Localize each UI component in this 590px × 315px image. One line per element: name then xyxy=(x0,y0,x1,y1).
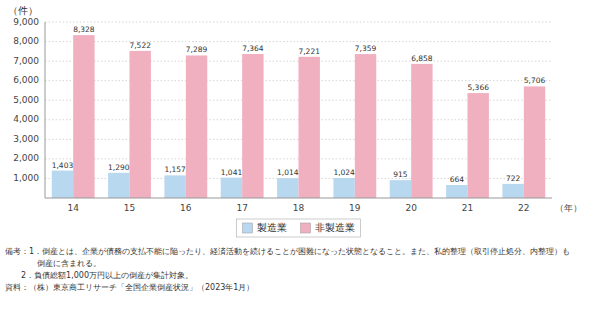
bar xyxy=(299,57,320,198)
y-tick-label: 2,000 xyxy=(13,153,39,163)
bar xyxy=(524,86,545,198)
bar xyxy=(186,55,207,198)
bar xyxy=(411,64,432,198)
y-tick-label: 6,000 xyxy=(13,75,39,85)
x-tick-label: 18 xyxy=(293,203,305,213)
bar xyxy=(130,51,151,198)
bar xyxy=(164,175,185,198)
x-tick-label: 16 xyxy=(180,203,192,213)
bar xyxy=(446,185,467,198)
y-tick-label: 3,000 xyxy=(13,134,39,144)
grid-line xyxy=(45,22,552,23)
bar xyxy=(468,93,489,198)
bar xyxy=(277,178,298,198)
y-tick-label: 1,000 xyxy=(13,173,39,183)
bar xyxy=(52,171,73,198)
bar xyxy=(73,35,94,198)
legend-frame xyxy=(237,219,361,237)
x-axis-line xyxy=(45,198,552,199)
data-labels: 1,403 1,290 1,157 1,041 1,014 1,024 915 664 722 8… xyxy=(52,25,546,184)
bar xyxy=(355,54,376,198)
data-label: 7,221 xyxy=(298,47,320,56)
legend: 製造業 非製造業 xyxy=(237,219,361,237)
grid-line xyxy=(45,41,552,42)
bar xyxy=(221,178,242,198)
y-tick-label: 7,000 xyxy=(13,56,39,66)
data-label: 5,366 xyxy=(467,83,489,92)
y-axis-line xyxy=(45,22,46,198)
bars xyxy=(52,35,545,198)
chart: 1,000 2,000 3,000 4,000 5,000 6,000 7,000 8,000… xyxy=(0,0,590,315)
x-axis: 14 15 16 17 18 19 20 21 22 （年） xyxy=(45,22,582,213)
legend-label: 製造業 xyxy=(257,222,287,233)
bar xyxy=(242,54,263,198)
x-tick-label: 21 xyxy=(462,203,473,213)
bar xyxy=(108,173,129,198)
y-axis: 1,000 2,000 3,000 4,000 5,000 6,000 7,000 8,000… xyxy=(13,17,39,183)
data-label: 664 xyxy=(450,175,465,184)
y-tick-label: 4,000 xyxy=(13,114,39,124)
note: 倒産に含まれる。 xyxy=(5,259,101,268)
bar xyxy=(502,184,523,198)
data-label: 8,328 xyxy=(73,25,95,34)
data-label: 1,157 xyxy=(164,165,186,174)
x-tick-label: 19 xyxy=(349,203,361,213)
data-label: 7,522 xyxy=(129,41,151,50)
y-tick-label: 8,000 xyxy=(13,36,39,46)
legend-swatch xyxy=(243,223,253,233)
data-label: 1,403 xyxy=(52,161,74,170)
legend-swatch xyxy=(301,223,311,233)
data-label: 7,289 xyxy=(186,45,208,54)
note: 2．負債総額1,000万円以上の倒産が集計対象。 xyxy=(5,271,193,280)
bar xyxy=(390,180,411,198)
data-label: 1,041 xyxy=(221,168,243,177)
data-label: 1,024 xyxy=(333,168,355,177)
y-tick-label: 9,000 xyxy=(13,17,39,27)
data-label: 915 xyxy=(393,170,408,179)
x-tick-label: 14 xyxy=(67,203,79,213)
x-tick-label: 17 xyxy=(236,203,247,213)
x-tick-label: 20 xyxy=(405,203,417,213)
bar xyxy=(333,178,354,198)
note: 備考：1．倒産とは、企業が債務の支払不能に陥ったり、経済活動を続けることが困難に… xyxy=(5,247,570,256)
notes: 備考：1．倒産とは、企業が債務の支払不能に陥ったり、経済活動を続けることが困難に… xyxy=(5,247,570,292)
data-label: 6,858 xyxy=(411,54,433,63)
legend-label: 非製造業 xyxy=(315,222,355,233)
y-axis-label: （件） xyxy=(8,5,38,16)
data-label: 7,359 xyxy=(355,44,377,53)
x-axis-label: （年） xyxy=(555,203,582,213)
note: 資料：（株）東京商工リサーチ「全国企業倒産状況」（2023年1月） xyxy=(5,283,254,292)
x-tick-label: 15 xyxy=(124,203,135,213)
data-label: 1,014 xyxy=(277,168,299,177)
data-label: 722 xyxy=(506,174,521,183)
data-label: 1,290 xyxy=(108,163,130,172)
y-tick-label: 5,000 xyxy=(13,95,39,105)
data-label: 7,364 xyxy=(242,44,264,53)
data-label: 5,706 xyxy=(524,76,546,85)
x-tick-label: 22 xyxy=(518,203,529,213)
